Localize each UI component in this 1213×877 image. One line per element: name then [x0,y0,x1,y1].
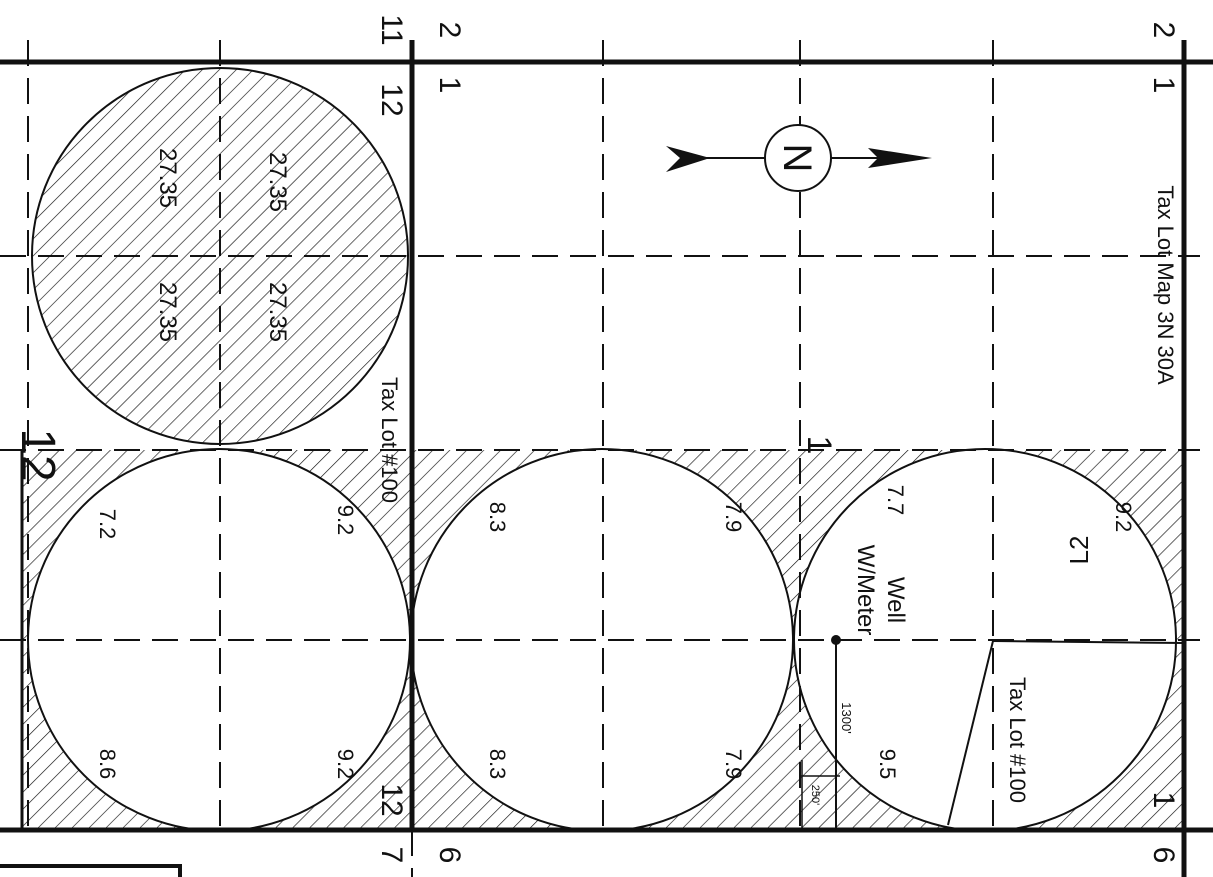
acreage-big-4: 27.35 [154,282,181,342]
section-num-12-top: 12 [375,83,408,116]
acreage-big-1: 27.35 [264,152,291,212]
acreage-c2-top: 8.3 [485,502,510,533]
distance-1300-label: 1300' [839,702,854,733]
acreage-c1-bl: 8.6 [95,749,120,780]
acreage-c1-tl: 7.2 [95,509,120,540]
section-num-7: 7 [375,847,408,864]
section-num-2-right: 2 [1147,22,1180,39]
lot-l2-label: L2 [1064,536,1094,565]
mark-1-label: 1 [800,436,838,455]
irrigation-circles [27,448,1177,832]
north-letter: N [775,144,819,173]
acreage-big-2: 27.35 [154,148,181,208]
acreage-big-3: 27.35 [264,282,291,342]
acreage-c3-bottom: 7.9 [721,749,746,780]
section-num-1-bottom-right: 1 [1147,792,1180,809]
acreage-values: 27.35 27.35 27.35 27.35 9.2 9.2 7.2 8.6 … [95,148,1136,779]
section-num-6-mid: 6 [433,847,466,864]
tax-lot-map-label: Tax Lot Map 3N 30A [1153,185,1178,385]
well-meter-label: W/Meter [852,545,879,636]
well-marker [800,635,841,830]
section-num-6-right: 6 [1147,847,1180,864]
acreage-c4-bottom: 9.5 [875,749,900,780]
section-num-12-left-edge: 12 [11,428,64,481]
tax-lot-boundary [947,640,1185,826]
well-label: Well [882,577,909,623]
acreage-c4-top-left: 7.7 [883,485,908,516]
section-num-12-bottom: 12 [375,783,408,816]
section-num-2-mid: 2 [433,22,466,39]
tax-lot-100-right-label: Tax Lot #100 [1005,677,1030,803]
map-labels: Tax Lot Map 3N 30A Tax Lot #100 Tax Lot … [377,185,1178,805]
acreage-c1-br: 9.2 [333,749,358,780]
section-num-1-mid: 1 [433,77,466,94]
section-num-11: 11 [375,14,408,45]
acreage-c1-tr: 9.2 [333,505,358,536]
distance-250-label: 250' [809,785,821,805]
tax-lot-100-left-label: Tax Lot #100 [377,377,402,503]
corner-bracket [0,864,182,877]
section-num-1-right: 1 [1147,77,1180,94]
acreage-c4-top-right: 9.2 [1111,502,1136,533]
north-arrow: N [666,124,932,192]
section-numbers: 11 12 2 1 2 1 12 7 6 1 6 12 [11,14,1180,863]
acreage-c2-bottom: 8.3 [485,749,510,780]
acreage-c3-top: 7.9 [721,502,746,533]
